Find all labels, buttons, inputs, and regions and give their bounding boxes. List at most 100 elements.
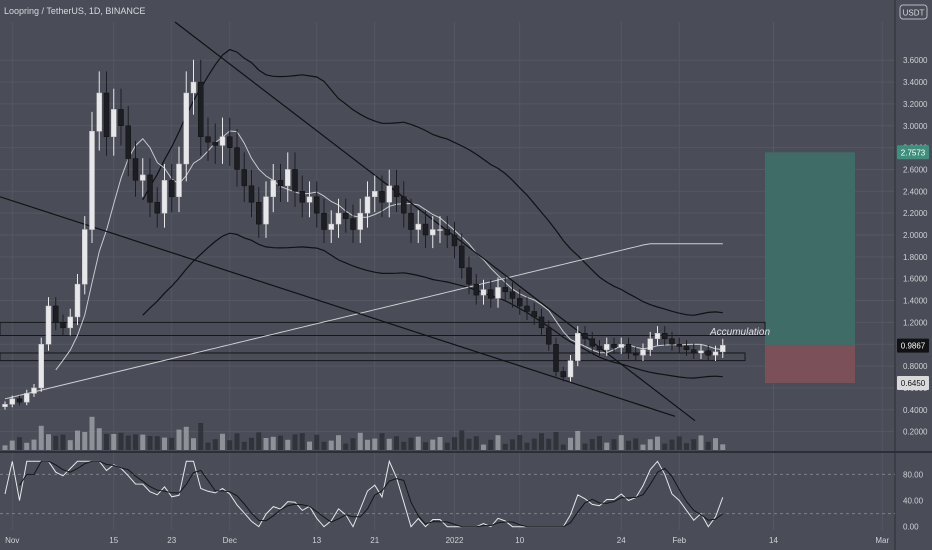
candle[interactable] bbox=[372, 191, 378, 198]
candle[interactable] bbox=[415, 223, 421, 230]
candle[interactable] bbox=[524, 305, 530, 312]
candle[interactable] bbox=[60, 322, 66, 329]
currency-badge[interactable]: USDT bbox=[899, 4, 928, 20]
candle[interactable] bbox=[263, 196, 269, 225]
candle[interactable] bbox=[459, 245, 465, 269]
candle[interactable] bbox=[654, 333, 661, 340]
candle[interactable] bbox=[335, 212, 342, 225]
candle[interactable] bbox=[183, 92, 189, 165]
candle[interactable] bbox=[712, 351, 719, 356]
candle[interactable] bbox=[16, 398, 23, 403]
candle[interactable] bbox=[582, 333, 588, 340]
candle[interactable] bbox=[517, 298, 523, 307]
candle[interactable] bbox=[96, 92, 102, 132]
candle[interactable] bbox=[219, 136, 226, 146]
candle[interactable] bbox=[538, 316, 545, 329]
candle[interactable] bbox=[31, 387, 37, 394]
candle[interactable] bbox=[248, 185, 255, 203]
candle[interactable] bbox=[444, 229, 450, 236]
candle[interactable] bbox=[103, 92, 110, 137]
candle[interactable] bbox=[618, 343, 624, 348]
candle[interactable] bbox=[502, 287, 508, 293]
candle[interactable] bbox=[45, 305, 52, 345]
candle[interactable] bbox=[596, 346, 603, 350]
candle[interactable] bbox=[473, 283, 479, 296]
candle[interactable] bbox=[190, 81, 197, 94]
candle[interactable] bbox=[82, 229, 88, 285]
candle[interactable] bbox=[698, 350, 704, 354]
candle[interactable] bbox=[611, 343, 617, 348]
candle[interactable] bbox=[38, 343, 44, 389]
candle[interactable] bbox=[176, 163, 182, 198]
candle[interactable] bbox=[140, 174, 146, 181]
candle[interactable] bbox=[24, 393, 30, 403]
candle[interactable] bbox=[350, 218, 356, 230]
candle[interactable] bbox=[132, 158, 139, 181]
candle[interactable] bbox=[640, 349, 646, 356]
candle[interactable] bbox=[589, 338, 595, 347]
candle[interactable] bbox=[401, 196, 407, 214]
candle[interactable] bbox=[306, 196, 313, 203]
candle[interactable] bbox=[531, 311, 537, 318]
candle[interactable] bbox=[314, 196, 320, 214]
candle[interactable] bbox=[575, 333, 581, 361]
candle[interactable] bbox=[720, 345, 726, 353]
candle[interactable] bbox=[111, 109, 117, 137]
candle[interactable] bbox=[53, 305, 59, 323]
candle[interactable] bbox=[509, 291, 516, 299]
candle[interactable] bbox=[633, 352, 639, 356]
candle[interactable] bbox=[241, 169, 247, 187]
candle[interactable] bbox=[386, 185, 392, 203]
candle[interactable] bbox=[292, 169, 298, 192]
candle[interactable] bbox=[212, 141, 218, 146]
candle[interactable] bbox=[147, 174, 153, 203]
candle[interactable] bbox=[285, 169, 291, 187]
candle[interactable] bbox=[357, 212, 363, 230]
candle[interactable] bbox=[256, 201, 262, 225]
candle[interactable] bbox=[662, 333, 668, 340]
candle[interactable] bbox=[321, 212, 327, 230]
candle[interactable] bbox=[9, 398, 15, 405]
candle[interactable] bbox=[328, 223, 334, 230]
candle[interactable] bbox=[705, 350, 711, 356]
candle[interactable] bbox=[67, 316, 73, 329]
candle[interactable] bbox=[567, 360, 574, 378]
candle[interactable] bbox=[270, 180, 276, 198]
candle[interactable] bbox=[277, 180, 284, 187]
candle[interactable] bbox=[546, 327, 552, 345]
candle[interactable] bbox=[691, 349, 697, 354]
candle[interactable] bbox=[205, 136, 211, 143]
candle[interactable] bbox=[466, 267, 472, 285]
candle[interactable] bbox=[161, 180, 168, 214]
candle[interactable] bbox=[422, 223, 429, 236]
candle[interactable] bbox=[451, 234, 458, 247]
candle[interactable] bbox=[234, 147, 240, 170]
candle[interactable] bbox=[154, 201, 160, 214]
candle[interactable] bbox=[669, 338, 675, 345]
candle[interactable] bbox=[560, 371, 566, 378]
candle[interactable] bbox=[89, 130, 95, 230]
candle[interactable] bbox=[2, 404, 8, 408]
candle[interactable] bbox=[437, 229, 443, 231]
candle[interactable] bbox=[364, 196, 371, 214]
candle[interactable] bbox=[393, 185, 400, 198]
candle[interactable] bbox=[647, 338, 653, 350]
candle[interactable] bbox=[74, 283, 81, 318]
candle[interactable] bbox=[676, 343, 682, 347]
candle[interactable] bbox=[553, 343, 559, 372]
candle[interactable] bbox=[683, 346, 690, 350]
candle[interactable] bbox=[495, 287, 501, 299]
candle[interactable] bbox=[125, 125, 131, 159]
candle[interactable] bbox=[604, 343, 610, 350]
candle[interactable] bbox=[488, 289, 494, 299]
candle[interactable] bbox=[480, 289, 487, 296]
candle[interactable] bbox=[299, 191, 305, 203]
candle[interactable] bbox=[408, 212, 414, 230]
candle[interactable] bbox=[379, 191, 385, 203]
candle[interactable] bbox=[430, 229, 436, 236]
candle[interactable] bbox=[198, 81, 204, 137]
candle[interactable] bbox=[227, 136, 233, 148]
candle[interactable] bbox=[118, 109, 124, 127]
candle[interactable] bbox=[343, 212, 349, 219]
